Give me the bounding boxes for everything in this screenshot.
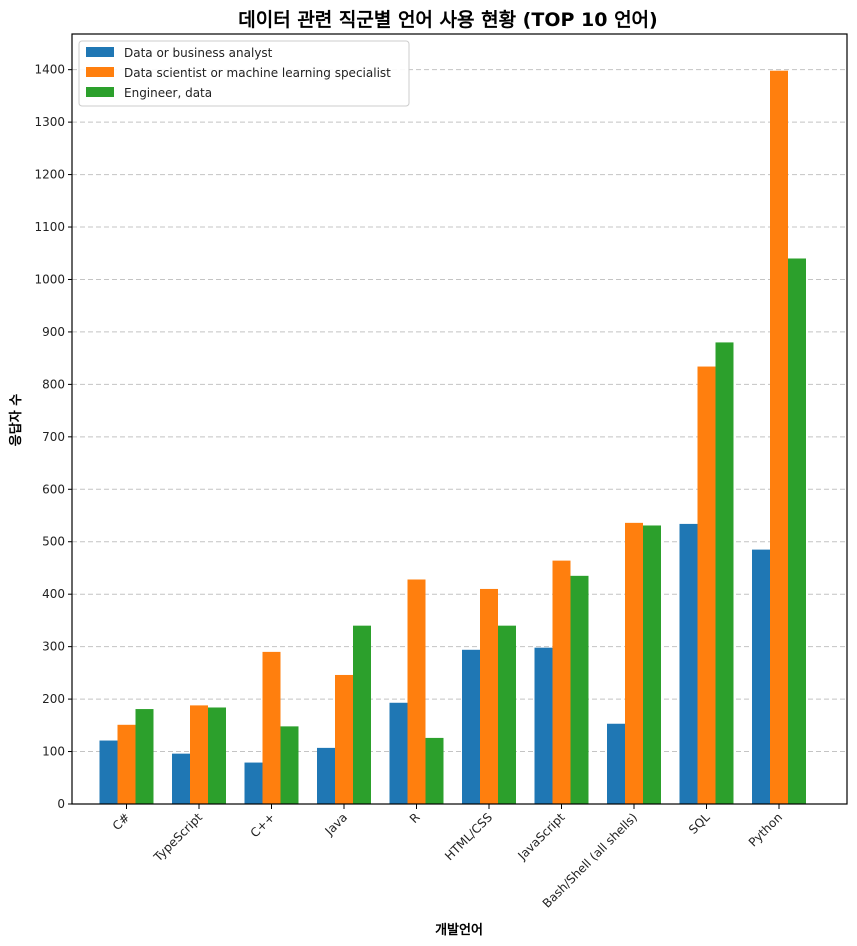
bar-engineer (135, 709, 154, 804)
y-tick-label: 1100 (34, 220, 65, 234)
bar-scientist (625, 522, 643, 804)
legend-swatch (86, 67, 114, 77)
y-tick-label: 700 (42, 430, 65, 444)
x-axis-label: 개발언어 (435, 922, 483, 938)
bar-scientist (117, 724, 136, 804)
x-tick-label: SQL (686, 810, 713, 837)
bar-engineer (570, 575, 589, 804)
bar-scientist (407, 579, 426, 804)
x-tick-label: TypeScript (150, 810, 205, 865)
bar-engineer (643, 525, 661, 804)
y-tick-label: 200 (42, 692, 65, 706)
legend-label: Engineer, data (124, 86, 212, 100)
bar-analyst (244, 762, 263, 804)
legend-box (78, 40, 410, 107)
x-tick-label: C++ (248, 810, 278, 840)
bar-scientist (480, 588, 498, 804)
bar-engineer (208, 707, 226, 804)
bar-scientist (335, 674, 353, 804)
bar-engineer (280, 726, 299, 804)
y-tick-label: 1300 (34, 115, 65, 129)
legend-swatch (86, 87, 114, 97)
bar-analyst (389, 702, 408, 804)
y-tick-label: 500 (42, 535, 65, 549)
bar-engineer (715, 342, 734, 804)
legend: Data or business analyst Data scientist o… (78, 40, 410, 107)
x-tick-label: R (407, 810, 423, 826)
x-tick-label: Python (746, 810, 785, 849)
bar-analyst (99, 740, 118, 804)
bar-analyst (752, 549, 770, 804)
y-tick-label: 1200 (34, 168, 65, 182)
y-axis: 0 100 200 300 400 500 600 700 800 900 1000 1100 1200… (34, 63, 72, 811)
legend-label: Data scientist or machine learning speci… (124, 66, 391, 80)
legend-swatch (86, 47, 114, 57)
bar-scientist (190, 705, 208, 804)
bar-scientist (697, 366, 716, 804)
y-tick-label: 100 (42, 745, 65, 759)
y-axis-label: 응답자 수 (9, 394, 24, 446)
x-tick-label: Java (322, 810, 351, 839)
bar-analyst (534, 647, 553, 804)
bar-analyst (607, 723, 625, 804)
chart-title: 데이터 관련 직군별 언어 사용 현황 (TOP 10 언어) (238, 8, 657, 31)
bar-scientist (262, 651, 281, 804)
legend-label: Data or business analyst (124, 46, 273, 60)
x-tick-label: C# (110, 810, 133, 833)
bar-scientist (770, 70, 788, 805)
bar-analyst (462, 649, 480, 804)
y-tick-label: 1000 (34, 272, 65, 286)
bar-engineer (425, 737, 444, 804)
x-tick-label: JavaScript (514, 810, 567, 863)
x-tick-label: HTML/CSS (442, 810, 495, 863)
bar-analyst (679, 523, 698, 804)
bar-scientist (552, 560, 571, 804)
bar-engineer (788, 258, 806, 804)
bar-analyst (317, 747, 335, 804)
y-tick-label: 800 (42, 377, 65, 391)
bar-analyst (172, 753, 190, 804)
bar-engineer (498, 625, 516, 804)
y-tick-label: 900 (42, 325, 65, 339)
y-tick-label: 0 (57, 797, 65, 811)
bars (99, 70, 806, 805)
bar-engineer (353, 625, 371, 804)
x-axis: C# TypeScript C++ Java R HTML/CSS JavaScriptBa… (110, 804, 785, 911)
plot-frame (71, 33, 848, 805)
y-tick-label: 400 (42, 587, 65, 601)
y-tick-label: 300 (42, 640, 65, 654)
y-tick-label: 600 (42, 482, 65, 496)
y-tick-label: 1400 (34, 63, 65, 77)
gridlines (72, 69, 847, 753)
